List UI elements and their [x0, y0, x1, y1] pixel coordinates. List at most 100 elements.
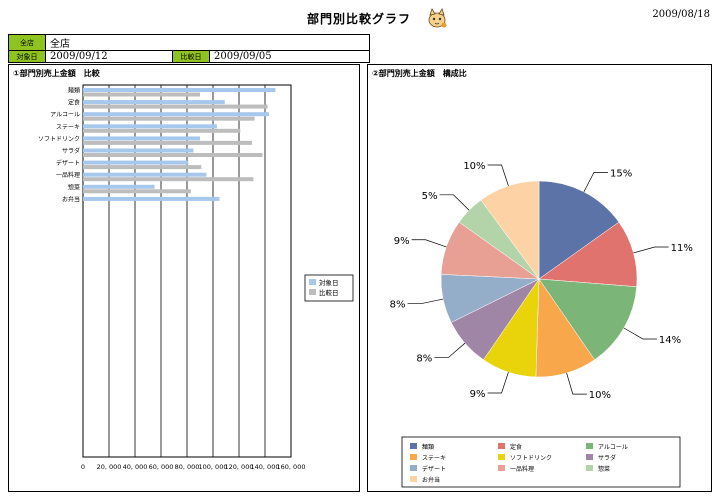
legend-swatch — [410, 465, 417, 471]
store-label: 全店 — [8, 34, 46, 51]
x-tick-label: 60, 000 — [149, 463, 174, 471]
pie-chart-panel: ②部門別売上金額 構成比 15% 11% 14% 10% 9% 8% 8% 9% 5% 10% 麺類… — [367, 64, 712, 492]
bar-target — [83, 88, 276, 92]
legend-swatch — [586, 454, 593, 460]
target-date-label: 対象日 — [8, 50, 46, 63]
bar-chart: 0 20, 000 40, 000 60, 000 80, 000 100, 000120… — [38, 84, 354, 471]
leader-line — [487, 371, 509, 394]
leader-line — [434, 342, 466, 358]
x-tick-label: 0 — [81, 463, 85, 471]
leader-line — [583, 171, 608, 193]
bar-target — [83, 112, 269, 117]
compare-date-label: 比較日 — [172, 50, 210, 63]
pie-data-label: 15% — [610, 168, 632, 179]
legend-label: アルコール — [598, 444, 628, 451]
leader-line — [633, 246, 669, 254]
pie-data-label: 10% — [463, 161, 485, 172]
pie-slice — [538, 221, 638, 288]
x-tick-label: 20, 000 — [97, 463, 122, 471]
pie-data-label: 5% — [422, 191, 438, 202]
legend-label: ステーキ — [422, 455, 446, 462]
report-date: 2009/08/18 — [652, 9, 710, 20]
x-tick-label: 160, 000 — [277, 463, 306, 471]
x-tick-label: 40, 000 — [123, 463, 148, 471]
leader-line — [439, 194, 470, 211]
bar-chart-panel: ①部門別売上金額 比較 0 20, 000 40, 000 60, 000 80, 00… — [8, 64, 360, 492]
legend-swatch — [309, 279, 316, 285]
legend-swatch — [498, 465, 505, 471]
legend-label: お弁当 — [422, 476, 440, 484]
pie-chart-title: ②部門別売上金額 構成比 — [372, 69, 467, 78]
legend-swatch — [410, 476, 417, 482]
bar-compare — [83, 189, 191, 194]
leader-line — [487, 164, 509, 187]
leader-line — [623, 327, 657, 340]
legend-label: ソフトドリンク — [510, 455, 552, 462]
bar-chart-title: ①部門別売上金額 比較 — [13, 69, 100, 78]
legend-swatch — [410, 454, 417, 460]
category-label: 麺類 — [68, 87, 80, 95]
legend-label: 麺類 — [422, 443, 434, 451]
bar-compare — [83, 165, 202, 170]
bar-target — [83, 160, 189, 165]
bar-target — [83, 100, 225, 105]
pie-data-label: 10% — [589, 390, 611, 401]
legend-swatch — [586, 443, 593, 449]
legend-box — [401, 436, 681, 488]
bar-compare — [83, 116, 255, 121]
pie-data-label: 14% — [659, 335, 681, 346]
category-label: デザート — [56, 159, 80, 167]
bar-compare — [83, 92, 200, 97]
target-date-value: 2009/09/12 — [45, 50, 173, 63]
leader-line — [566, 372, 587, 395]
category-label: 惣菜 — [68, 183, 80, 191]
pie-data-label: 11% — [671, 243, 693, 254]
category-label: サラダ — [62, 147, 80, 155]
bar-compare — [83, 104, 268, 109]
legend-swatch — [309, 289, 316, 295]
bar-compare — [83, 140, 252, 145]
bar-compare — [83, 128, 241, 133]
category-label: アルコール — [50, 112, 80, 119]
bar-target — [83, 148, 194, 153]
x-tick-label: 140, 000 — [251, 463, 280, 471]
category-label: 定食 — [68, 99, 80, 107]
pie-data-label: 9% — [470, 389, 486, 400]
bar-compare — [83, 153, 263, 157]
cat-mascot-icon — [428, 8, 447, 28]
pie-slice — [538, 180, 620, 280]
category-label: ステーキ — [56, 124, 80, 131]
bar-target — [83, 172, 207, 177]
pie-slice — [538, 278, 637, 361]
pie-data-label: 8% — [390, 300, 406, 311]
store-value: 全店 — [45, 34, 370, 51]
x-tick-label: 120, 000 — [225, 463, 254, 471]
legend-label: 惣菜 — [598, 465, 610, 473]
bar-target — [83, 196, 220, 201]
leader-line — [407, 298, 444, 304]
pie-data-label: 8% — [416, 354, 432, 365]
page-title: 部門別比較グラフ — [306, 12, 411, 26]
legend-label: 比較日 — [319, 288, 339, 297]
info-table: 全店 全店 対象日 2009/09/12 比較日 2009/09/05 — [8, 34, 370, 63]
x-tick-label: 80, 000 — [175, 463, 200, 471]
legend-label: 一品料理 — [510, 465, 534, 473]
x-tick-label: 100, 000 — [199, 463, 228, 471]
compare-date-value: 2009/09/05 — [209, 50, 370, 63]
legend-label: サラダ — [598, 454, 616, 462]
category-label: お弁当 — [62, 195, 80, 203]
bar-target — [83, 136, 200, 141]
legend-label: デザート — [422, 465, 446, 473]
leader-line — [411, 239, 447, 248]
bar-target — [83, 124, 217, 129]
bar-target — [83, 184, 155, 189]
legend-swatch — [498, 443, 505, 449]
bar-compare — [83, 177, 254, 182]
legend-label: 定食 — [510, 443, 522, 451]
category-label: 一品料理 — [56, 171, 80, 179]
pie-slice — [480, 180, 540, 280]
legend-swatch — [586, 465, 593, 471]
